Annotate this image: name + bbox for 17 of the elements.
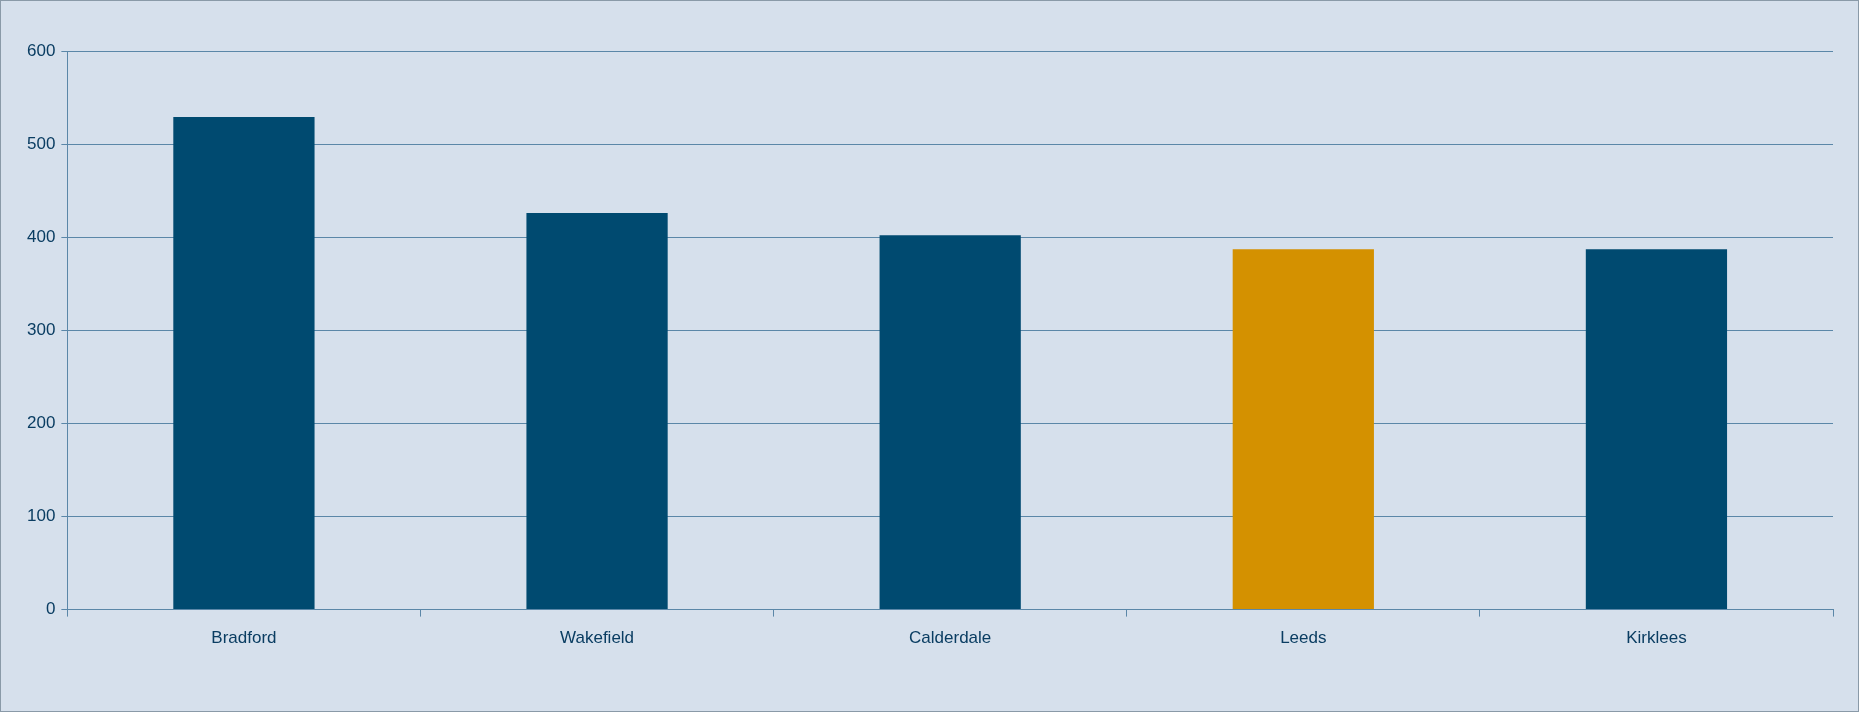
bar bbox=[1585, 249, 1728, 610]
y-tick-label: 0 bbox=[45, 599, 56, 619]
y-tick-label: 500 bbox=[26, 133, 56, 153]
y-tick-label: 200 bbox=[26, 413, 56, 433]
bar bbox=[879, 235, 1021, 610]
bar bbox=[173, 117, 315, 610]
y-tick-label: 300 bbox=[26, 319, 56, 339]
x-tick-label: Wakefield bbox=[560, 628, 635, 648]
x-tick-label: Calderdale bbox=[909, 628, 992, 648]
bar bbox=[1232, 249, 1374, 610]
x-tick-label: Kirklees bbox=[1626, 628, 1687, 648]
y-tick-label: 100 bbox=[26, 506, 56, 526]
y-tick-label: 600 bbox=[26, 40, 56, 60]
x-tick-label: Leeds bbox=[1280, 628, 1327, 648]
y-tick-label: 400 bbox=[26, 226, 56, 246]
x-tick-label: Bradford bbox=[211, 628, 277, 648]
bar bbox=[526, 212, 668, 610]
